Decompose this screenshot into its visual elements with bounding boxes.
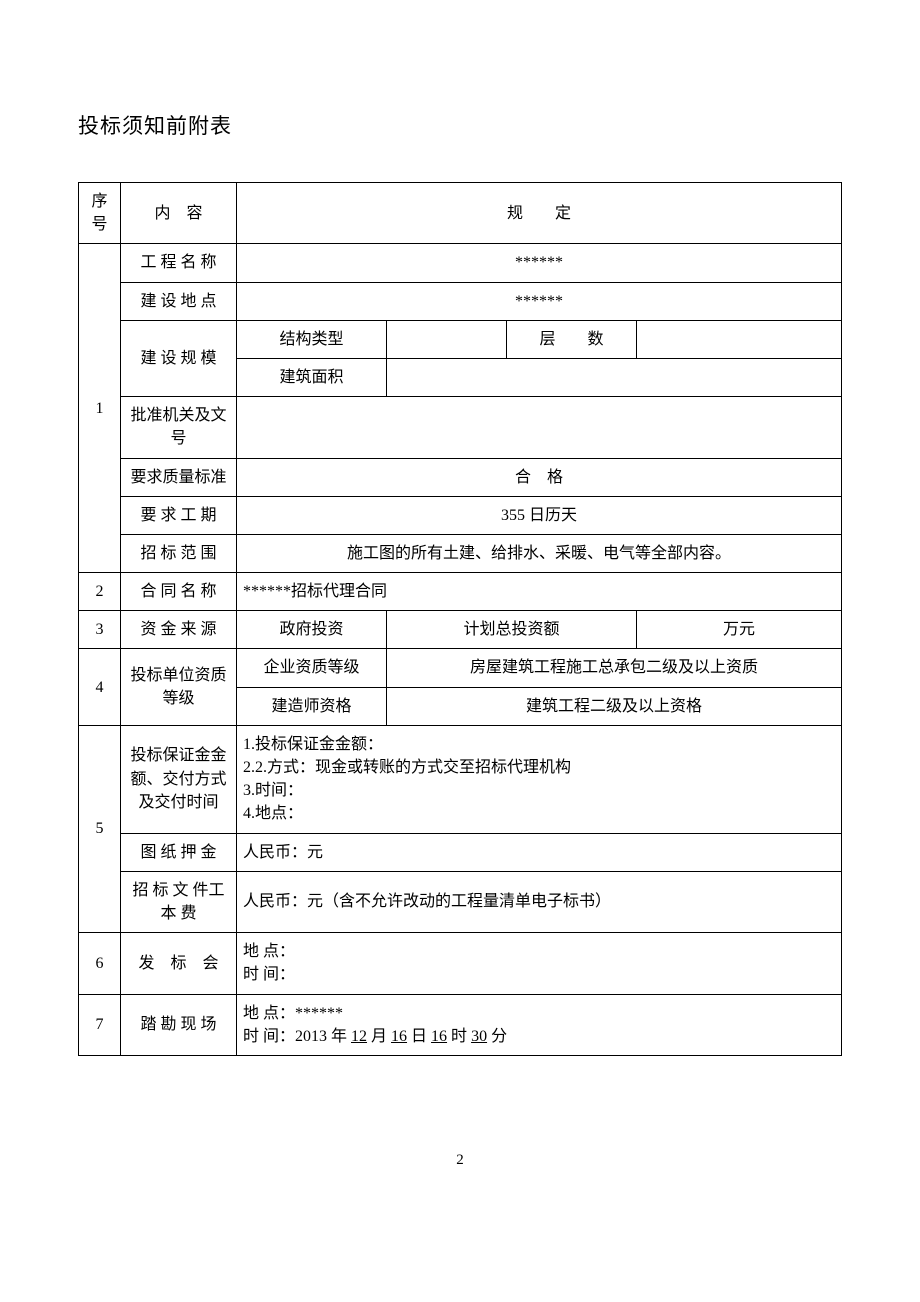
label-plan-total: 计划总投资额 [387, 611, 637, 649]
row-site-visit: 7 踏 勘 现 场 地 点：****** 时 间：2013 年 12 月 16 … [79, 994, 842, 1055]
label-builder-qual: 建造师资格 [237, 687, 387, 725]
row-deposit: 5 投标保证金金额、交付方式及交付时间 1.投标保证金金额： 2.2.方式：现金… [79, 725, 842, 833]
label-quality: 要求质量标准 [121, 458, 237, 496]
row-scope: 招 标 范 围 施工图的所有土建、给排水、采暖、电气等全部内容。 [79, 534, 842, 572]
bid-notice-table: 序号 内 容 规 定 1 工 程 名 称 ****** 建 设 地 点 ****… [78, 182, 842, 1056]
value-duration: 355 日历天 [237, 496, 842, 534]
row-qualification-1: 4 投标单位资质等级 企业资质等级 房屋建筑工程施工总承包二级及以上资质 [79, 649, 842, 687]
value-builder-qual: 建筑工程二级及以上资格 [387, 687, 842, 725]
label-build-location: 建 设 地 点 [121, 282, 237, 320]
row-build-scale-1: 建 设 规 模 结构类型 层 数 [79, 320, 842, 358]
deposit-line-3: 3.时间： [243, 782, 303, 799]
value-quality: 合 格 [237, 458, 842, 496]
seq-4: 4 [79, 649, 121, 725]
row-bid-meeting: 6 发 标 会 地 点： 时 间： [79, 933, 842, 994]
visit-min-suf: 分 [487, 1028, 507, 1045]
page-title: 投标须知前附表 [78, 110, 842, 140]
value-site-visit: 地 点：****** 时 间：2013 年 12 月 16 日 16 时 30 … [237, 994, 842, 1055]
value-build-location: ****** [237, 282, 842, 320]
deposit-line-1: 1.投标保证金金额： [243, 736, 383, 753]
visit-loc-val: ****** [295, 1005, 343, 1022]
label-enterprise-qual: 企业资质等级 [237, 649, 387, 687]
visit-day-suf: 日 [407, 1028, 431, 1045]
visit-month: 12 [351, 1028, 367, 1045]
visit-day: 16 [391, 1028, 407, 1045]
seq-1: 1 [79, 244, 121, 573]
meeting-time: 时 间： [243, 966, 295, 983]
label-area: 建筑面积 [237, 358, 387, 396]
visit-hour: 16 [431, 1028, 447, 1045]
value-unit: 万元 [637, 611, 842, 649]
label-funding: 资 金 来 源 [121, 611, 237, 649]
value-struct-type [387, 320, 507, 358]
row-quality: 要求质量标准 合 格 [79, 458, 842, 496]
row-contract: 2 合 同 名 称 ******招标代理合同 [79, 573, 842, 611]
row-duration: 要 求 工 期 355 日历天 [79, 496, 842, 534]
value-project-name: ****** [237, 244, 842, 282]
label-duration: 要 求 工 期 [121, 496, 237, 534]
row-funding: 3 资 金 来 源 政府投资 计划总投资额 万元 [79, 611, 842, 649]
label-approval: 批准机关及文号 [121, 397, 237, 458]
row-build-location: 建 设 地 点 ****** [79, 282, 842, 320]
header-seq: 序号 [79, 183, 121, 244]
label-qualification: 投标单位资质等级 [121, 649, 237, 725]
seq-5: 5 [79, 725, 121, 932]
value-invest: 政府投资 [237, 611, 387, 649]
value-drawing-deposit: 人民币：元 [237, 833, 842, 871]
value-deposit: 1.投标保证金金额： 2.2.方式：现金或转账的方式交至招标代理机构 3.时间：… [237, 725, 842, 833]
label-site-visit: 踏 勘 现 场 [121, 994, 237, 1055]
row-drawing-deposit: 图 纸 押 金 人民币：元 [79, 833, 842, 871]
value-doc-fee: 人民币：元（含不允许改动的工程量清单电子标书） [237, 871, 842, 932]
row-project-name: 1 工 程 名 称 ****** [79, 244, 842, 282]
header-rule: 规 定 [237, 183, 842, 244]
seq-2: 2 [79, 573, 121, 611]
value-enterprise-qual: 房屋建筑工程施工总承包二级及以上资质 [387, 649, 842, 687]
visit-hour-suf: 时 [447, 1028, 471, 1045]
header-content: 内 容 [121, 183, 237, 244]
label-doc-fee: 招 标 文 件工 本 费 [121, 871, 237, 932]
label-struct-type: 结构类型 [237, 320, 387, 358]
value-scope: 施工图的所有土建、给排水、采暖、电气等全部内容。 [237, 534, 842, 572]
table-header-row: 序号 内 容 规 定 [79, 183, 842, 244]
label-floors: 层 数 [507, 320, 637, 358]
label-drawing-deposit: 图 纸 押 金 [121, 833, 237, 871]
seq-7: 7 [79, 994, 121, 1055]
row-doc-fee: 招 标 文 件工 本 费 人民币：元（含不允许改动的工程量清单电子标书） [79, 871, 842, 932]
seq-6: 6 [79, 933, 121, 994]
label-contract: 合 同 名 称 [121, 573, 237, 611]
value-area [387, 358, 842, 396]
value-bid-meeting: 地 点： 时 间： [237, 933, 842, 994]
page-number: 2 [0, 1152, 920, 1169]
deposit-line-2: 2.2.方式：现金或转账的方式交至招标代理机构 [243, 759, 571, 776]
value-floors [637, 320, 842, 358]
value-contract: ******招标代理合同 [237, 573, 842, 611]
value-approval [237, 397, 842, 458]
visit-loc-prefix: 地 点： [243, 1005, 295, 1022]
visit-time-prefix: 时 间：2013 年 [243, 1028, 351, 1045]
row-approval: 批准机关及文号 [79, 397, 842, 458]
visit-month-suf: 月 [367, 1028, 391, 1045]
seq-3: 3 [79, 611, 121, 649]
label-build-scale: 建 设 规 模 [121, 320, 237, 396]
visit-min: 30 [471, 1028, 487, 1045]
label-scope: 招 标 范 围 [121, 534, 237, 572]
label-bid-meeting: 发 标 会 [121, 933, 237, 994]
label-deposit: 投标保证金金额、交付方式及交付时间 [121, 725, 237, 833]
label-project-name: 工 程 名 称 [121, 244, 237, 282]
deposit-line-4: 4.地点： [243, 805, 303, 822]
meeting-loc: 地 点： [243, 943, 295, 960]
